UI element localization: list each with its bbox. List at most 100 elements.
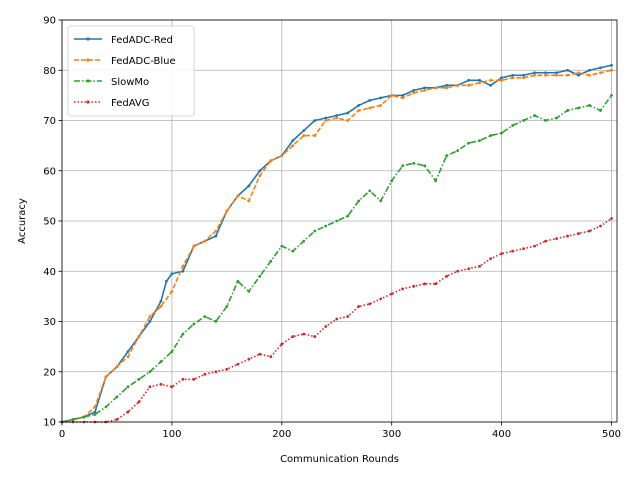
- data-point: [467, 267, 471, 271]
- data-point: [478, 81, 482, 85]
- data-point: [610, 68, 613, 72]
- data-point: [368, 189, 372, 193]
- data-point: [544, 239, 547, 243]
- data-point: [467, 78, 471, 82]
- data-point: [181, 264, 185, 268]
- series-slowmo: [60, 93, 613, 424]
- data-point: [533, 73, 536, 77]
- data-point: [181, 269, 185, 273]
- data-point: [511, 124, 514, 127]
- legend-label: FedADC-Red: [111, 35, 173, 46]
- data-point: [291, 249, 295, 253]
- data-point: [434, 282, 438, 286]
- data-point: [170, 385, 174, 389]
- data-point: [379, 297, 383, 301]
- data-point: [203, 372, 207, 376]
- data-point: [588, 73, 591, 77]
- data-point: [302, 239, 306, 243]
- data-point: [456, 269, 460, 273]
- data-point: [170, 272, 174, 276]
- data-point: [170, 289, 174, 293]
- data-point: [126, 410, 130, 414]
- data-point: [291, 335, 295, 338]
- data-point: [258, 169, 262, 173]
- data-point: [247, 184, 251, 188]
- data-point: [302, 332, 306, 336]
- y-tick-label: 80: [43, 66, 56, 77]
- data-point: [302, 134, 306, 137]
- data-point: [313, 119, 317, 122]
- data-point: [148, 315, 152, 318]
- data-point: [357, 199, 361, 203]
- data-point: [368, 302, 372, 306]
- data-point: [137, 400, 141, 404]
- data-point: [225, 209, 229, 213]
- series-lines: [60, 63, 613, 424]
- data-point: [577, 73, 580, 77]
- y-tick-label: 20: [43, 367, 56, 378]
- legend-marker: [86, 79, 90, 83]
- data-point: [500, 76, 504, 80]
- data-point: [522, 76, 525, 80]
- series-fedavg: [60, 217, 613, 424]
- x-tick-label: 0: [59, 429, 65, 440]
- data-point: [412, 161, 416, 165]
- data-point: [115, 395, 119, 399]
- x-tick-label: 300: [382, 429, 401, 440]
- data-point: [192, 377, 196, 381]
- data-point: [511, 76, 514, 80]
- data-point: [247, 289, 251, 293]
- data-point: [280, 342, 284, 346]
- data-point: [588, 68, 591, 72]
- data-point: [181, 377, 185, 381]
- data-point: [533, 244, 536, 248]
- data-point: [159, 360, 163, 364]
- data-point: [93, 405, 97, 409]
- data-point: [445, 83, 449, 87]
- y-tick-label: 90: [43, 16, 56, 27]
- data-point: [181, 332, 185, 336]
- data-point: [137, 335, 141, 338]
- data-point: [93, 410, 97, 414]
- y-tick-label: 50: [43, 217, 56, 228]
- series-fedadc-blue: [60, 68, 613, 424]
- data-point: [401, 287, 405, 291]
- data-point: [412, 88, 416, 92]
- x-tick-label: 200: [272, 429, 291, 440]
- data-point: [412, 284, 416, 288]
- data-point: [434, 86, 438, 90]
- x-tick-label: 500: [602, 429, 621, 440]
- data-point: [214, 320, 218, 323]
- data-point: [555, 237, 558, 240]
- data-point: [511, 73, 514, 77]
- data-point: [126, 355, 130, 359]
- data-point: [423, 282, 427, 286]
- data-point: [401, 96, 405, 100]
- data-point: [258, 352, 262, 356]
- y-tick-label: 40: [43, 267, 56, 278]
- x-tick-label: 100: [162, 429, 181, 440]
- legend-marker: [86, 100, 90, 104]
- data-point: [93, 413, 97, 416]
- data-point: [269, 355, 273, 359]
- data-point: [500, 252, 504, 256]
- data-point: [489, 257, 493, 261]
- data-point: [500, 78, 504, 82]
- data-point: [467, 83, 471, 87]
- data-point: [247, 199, 251, 203]
- data-point: [456, 149, 460, 153]
- data-point: [236, 362, 240, 366]
- data-point: [599, 224, 602, 228]
- data-point: [291, 144, 295, 148]
- data-point: [544, 73, 547, 77]
- data-point: [247, 357, 251, 361]
- data-point: [489, 83, 493, 87]
- data-point: [555, 71, 558, 75]
- legend-label: FedADC-Blue: [111, 56, 176, 67]
- data-point: [577, 71, 580, 75]
- data-point: [445, 274, 449, 278]
- data-point: [335, 317, 339, 321]
- data-point: [313, 229, 317, 233]
- data-point: [412, 91, 416, 95]
